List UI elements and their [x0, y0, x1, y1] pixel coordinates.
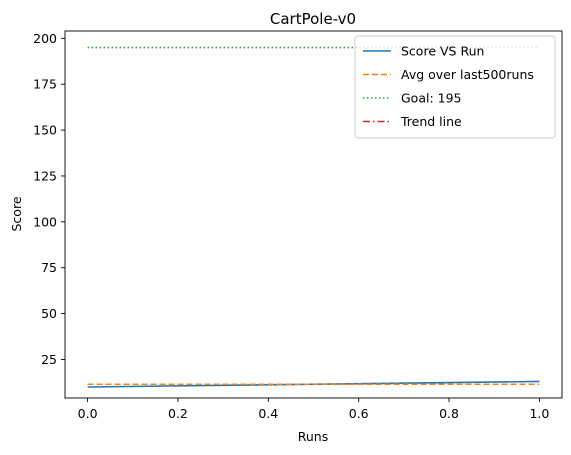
x-tick-label: 1.0 [529, 406, 549, 421]
legend-label: Score VS Run [401, 44, 484, 59]
y-tick-label: 50 [41, 306, 57, 321]
x-tick-label: 0.8 [439, 406, 459, 421]
legend-label: Goal: 195 [401, 91, 462, 106]
legend-label: Avg over last500runs [401, 67, 534, 82]
y-tick-label: 100 [33, 214, 57, 229]
legend: Score VS Run Avg over last500runs Goal: 19… [355, 36, 555, 138]
x-tick-label: 0.6 [349, 406, 369, 421]
y-axis-title: Score [9, 196, 24, 231]
y-tick-label: 200 [33, 31, 57, 46]
x-axis-title: Runs [298, 429, 328, 444]
x-tick-label: 0.2 [168, 406, 188, 421]
x-tick-label: 0.4 [258, 406, 278, 421]
x-tick-label: 0.0 [78, 406, 98, 421]
chart-title: CartPole-v0 [270, 10, 356, 28]
y-tick-label: 150 [33, 123, 57, 138]
y-tick-label: 175 [33, 77, 57, 92]
y-tick-label: 25 [41, 352, 57, 367]
y-tick-label: 125 [33, 168, 57, 183]
y-tick-label: 75 [41, 260, 57, 275]
legend-label: Trend line [400, 114, 462, 129]
